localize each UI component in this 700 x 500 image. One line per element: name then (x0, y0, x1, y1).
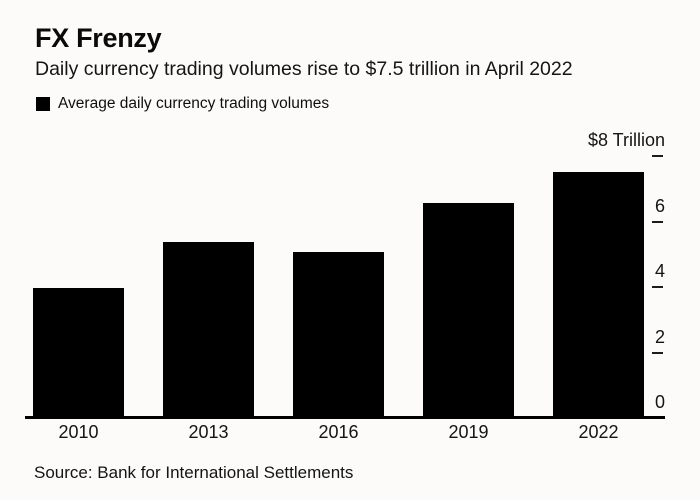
y-axis-unit-label: $8 Trillion (587, 130, 665, 150)
x-axis-baseline (25, 416, 665, 419)
x-axis-label-2016: 2016 (318, 422, 359, 442)
legend: Average daily currency trading volumes (36, 95, 330, 112)
y-axis-tick-2 (652, 351, 663, 354)
bar-2013 (163, 242, 254, 418)
bar-2016 (293, 251, 384, 418)
y-axis-tick-6 (652, 220, 663, 223)
y-axis-tick-8 (652, 155, 663, 157)
y-axis-tick-label-2: 2 (654, 326, 665, 347)
chart-subtitle: Daily currency trading volumes rise to $… (35, 58, 573, 80)
bar-2022 (553, 172, 644, 418)
bar-2019 (423, 202, 514, 418)
y-axis-tick-4 (652, 286, 663, 288)
y-axis-tick-label-0: 0 (654, 392, 665, 412)
x-axis-label-2019: 2019 (448, 422, 489, 442)
y-axis-tick-label-6: 6 (654, 195, 665, 216)
legend-label: Average daily currency trading volumes (58, 95, 330, 112)
bar-2010 (33, 287, 124, 418)
x-axis-label-2013: 2013 (188, 422, 229, 442)
legend-swatch-icon (36, 97, 50, 111)
x-axis-label-2022: 2022 (578, 422, 619, 442)
chart-title: FX Frenzy (35, 23, 162, 53)
x-axis-label-2010: 2010 (58, 422, 99, 442)
y-axis-tick-label-4: 4 (654, 261, 665, 281)
source-note: Source: Bank for International Settlemen… (34, 463, 354, 482)
